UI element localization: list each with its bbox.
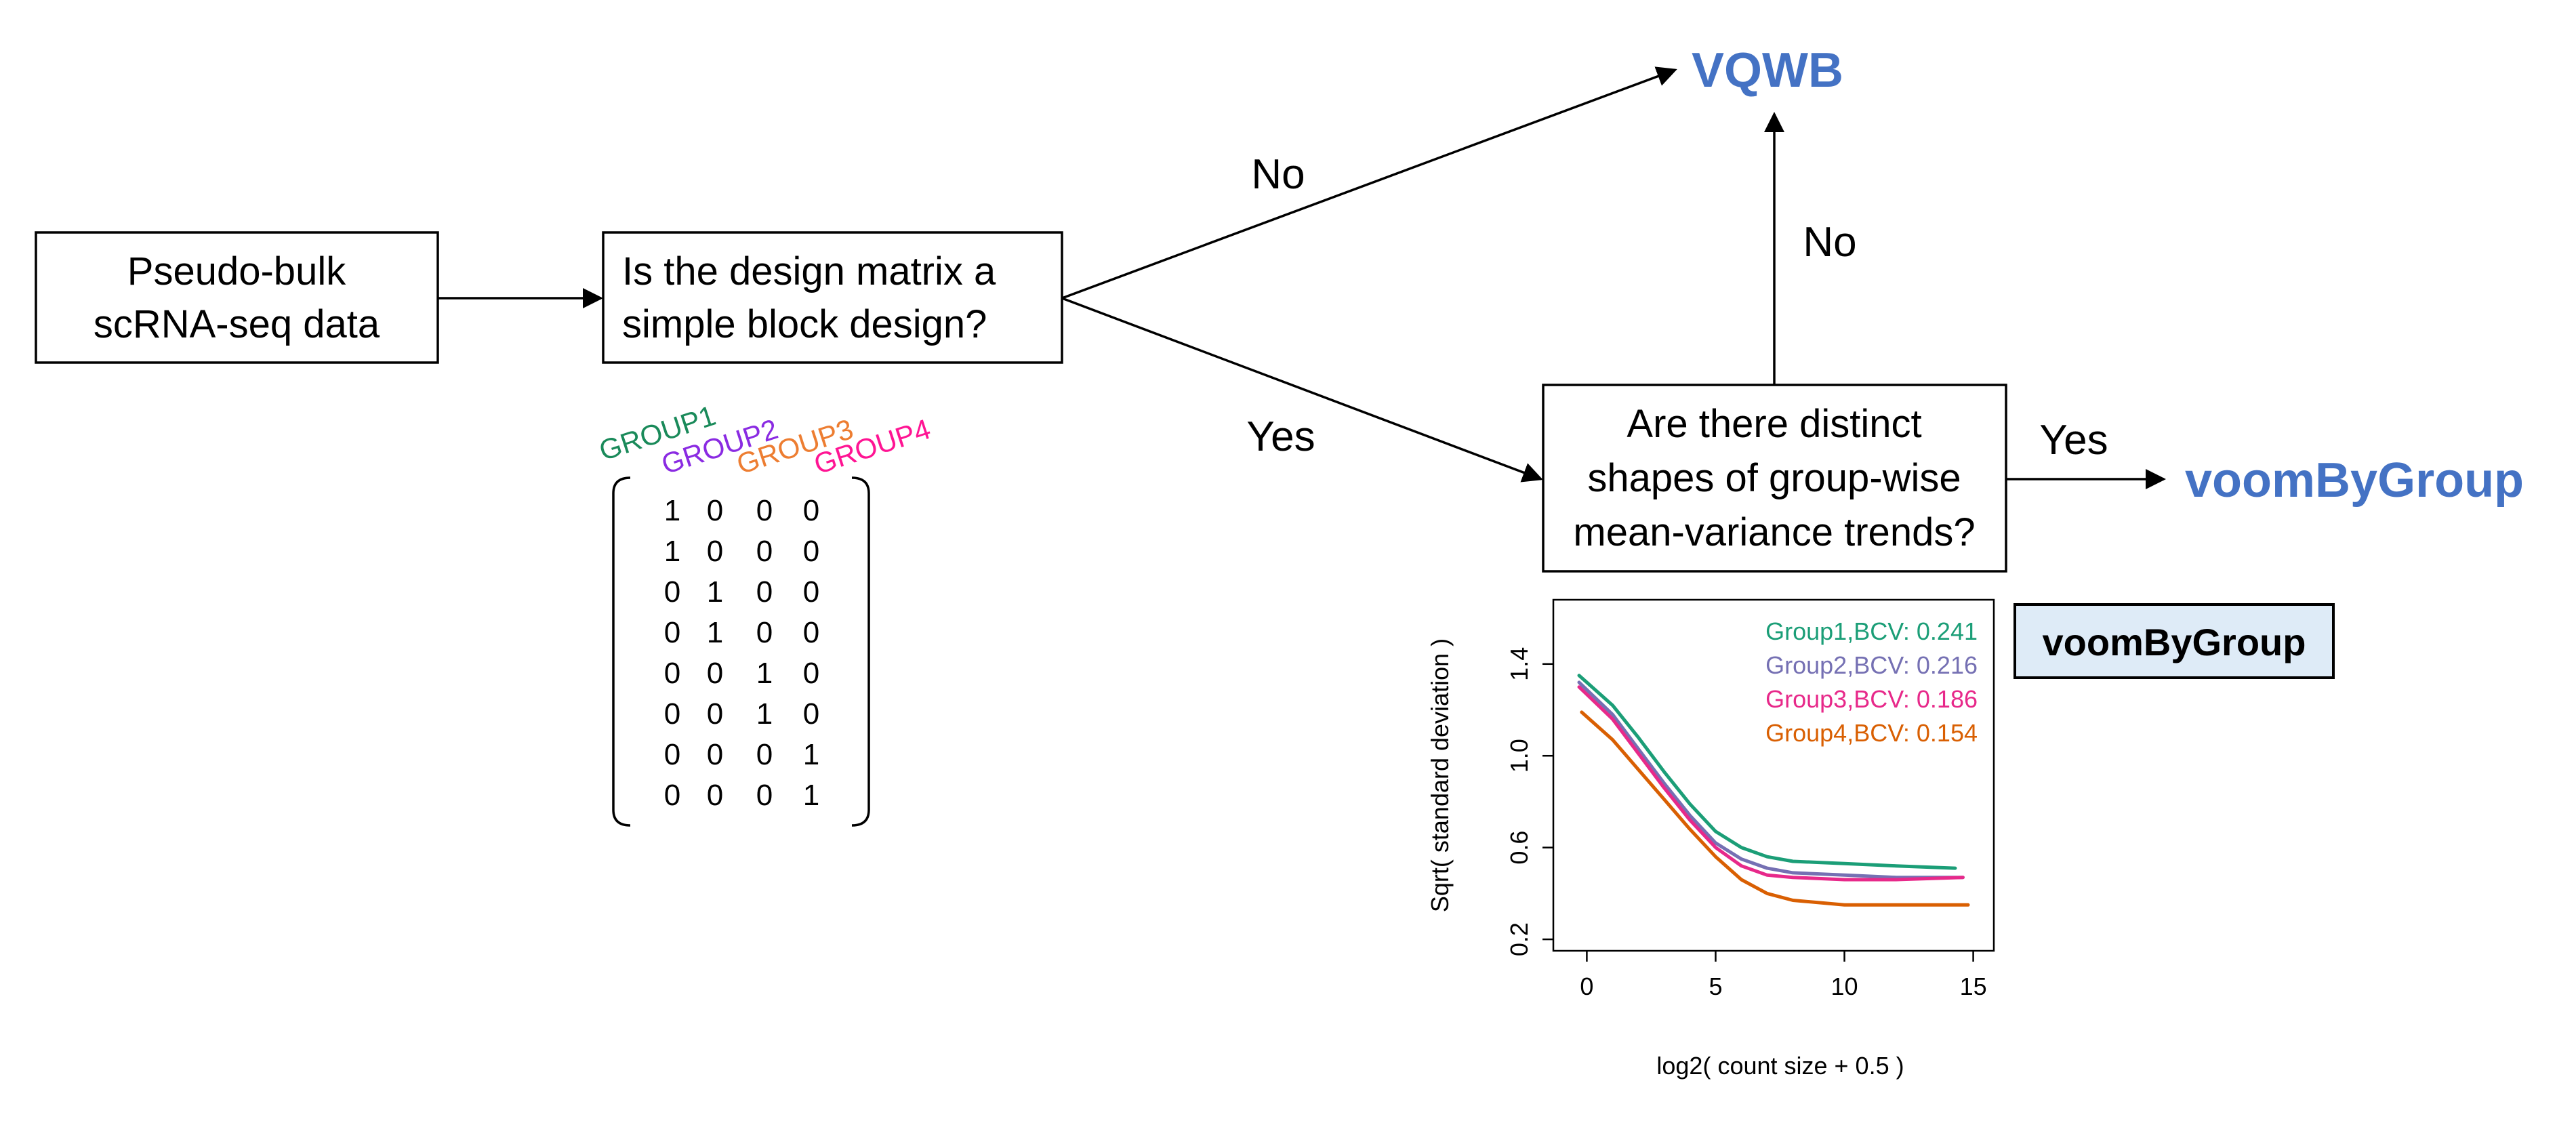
edge-label-no-up: No	[1803, 219, 1856, 266]
legend-name: Group2,BCV:	[1765, 651, 1917, 679]
edge-label-no-top: No	[1251, 151, 1305, 198]
voombygroup-badge: voomByGroup	[2013, 603, 2335, 679]
matrix-cell: 0	[756, 616, 773, 649]
matrix-cell: 0	[707, 697, 723, 731]
matrix-cell: 0	[803, 657, 819, 690]
x-tick-label: 10	[1831, 972, 1858, 1000]
matrix-cell: 1	[803, 779, 819, 812]
outcome-vqwb: VQWB	[1692, 43, 1843, 98]
matrix-cell: 0	[756, 779, 773, 812]
series-line-group2	[1577, 680, 1965, 880]
start-box: Pseudo-bulk scRNA-seq data	[35, 231, 439, 364]
y-tick-label: 1.0	[1505, 739, 1533, 773]
matrix-left-bracket	[612, 476, 631, 827]
y-tick-label: 0.6	[1505, 831, 1533, 865]
legend-entry-group2: Group2,BCV: 0.216	[1765, 651, 1978, 679]
legend-value: 0.216	[1917, 651, 1978, 679]
arrow-no-to-vqwb	[1061, 66, 1677, 300]
matrix-cell: 0	[756, 494, 773, 527]
matrix-cell: 0	[707, 535, 723, 568]
matrix-cell: 0	[707, 779, 723, 812]
matrix-cell: 1	[756, 657, 773, 690]
matrix-cell: 1	[707, 616, 723, 649]
matrix-cell: 0	[803, 697, 819, 731]
legend-value: 0.186	[1917, 685, 1978, 713]
question2-line-3: mean-variance trends?	[1573, 510, 1975, 554]
y-tick-label: 0.2	[1505, 922, 1533, 956]
matrix-cell: 0	[803, 575, 819, 609]
x-tick-label: 5	[1709, 972, 1722, 1000]
matrix-cell: 0	[803, 616, 819, 649]
series-line-group4	[1580, 710, 1970, 907]
legend-entry-group1: Group1,BCV: 0.241	[1765, 617, 1978, 645]
edge-label-yes-down: Yes	[1246, 413, 1315, 460]
start-box-line-1: Pseudo-bulk	[127, 249, 346, 293]
question1-box: Is the design matrix a simple block desi…	[602, 231, 1063, 364]
legend-name: Group1,BCV:	[1765, 617, 1917, 645]
matrix-cell: 0	[707, 738, 723, 771]
matrix-cell: 0	[707, 494, 723, 527]
matrix-right-bracket	[851, 476, 870, 827]
question2-line-2: shapes of group-wise	[1587, 456, 1961, 500]
legend-name: Group4,BCV:	[1765, 719, 1917, 747]
start-box-line-2: scRNA-seq data	[94, 302, 380, 346]
plot-frame	[1552, 598, 1995, 952]
x-tick-label: 15	[1960, 972, 1987, 1000]
matrix-cell: 1	[803, 738, 819, 771]
matrix-cell: 0	[664, 738, 680, 771]
legend-value: 0.241	[1917, 617, 1978, 645]
matrix-cell: 0	[803, 535, 819, 568]
matrix-cell: 0	[756, 575, 773, 609]
matrix-cell: 0	[803, 494, 819, 527]
badge-box	[2013, 603, 2335, 679]
y-tick-label: 1.4	[1505, 647, 1533, 681]
legend-entry-group3: Group3,BCV: 0.186	[1765, 685, 1978, 713]
matrix-cell: 1	[707, 575, 723, 609]
matrix-cell: 0	[756, 738, 773, 771]
arrow-yes-to-question2	[1061, 297, 1543, 483]
matrix-cell: 0	[756, 535, 773, 568]
series-line-group1	[1577, 674, 1957, 870]
x-tick-label: 0	[1580, 972, 1593, 1000]
x-axis-title: log2( count size + 0.5 )	[1656, 1052, 1904, 1080]
matrix-cell: 1	[664, 535, 680, 568]
question1-line-2: simple block design?	[622, 302, 987, 346]
matrix-cell: 0	[664, 697, 680, 731]
edge-label-yes-right: Yes	[2039, 417, 2108, 464]
legend-name: Group3,BCV:	[1765, 685, 1917, 713]
question2-line-1: Are there distinct	[1627, 402, 1921, 446]
question2-box: Are there distinct shapes of group-wise …	[1542, 384, 2007, 573]
mean-variance-chart: 0 5 10 15 0.2 0.6 1.0 1.4 log2( count size + 0.5…	[1426, 598, 1995, 1080]
y-axis-title: Sqrt( standard deviation )	[1426, 638, 1454, 912]
question1-line-1: Is the design matrix a	[622, 249, 996, 293]
matrix-cell: 0	[664, 575, 680, 609]
matrix-cell: 1	[756, 697, 773, 731]
matrix-cell: 1	[664, 494, 680, 527]
legend-value: 0.154	[1917, 719, 1978, 747]
matrix-cell: 0	[664, 616, 680, 649]
matrix-cell: 0	[707, 657, 723, 690]
series-line-group3	[1577, 685, 1965, 882]
legend-entry-group4: Group4,BCV: 0.154	[1765, 719, 1978, 747]
badge-label: voomByGroup	[2043, 621, 2306, 663]
outcome-voombygroup: voomByGroup	[2185, 453, 2524, 508]
matrix-cell: 0	[664, 657, 680, 690]
matrix-cell: 0	[664, 779, 680, 812]
